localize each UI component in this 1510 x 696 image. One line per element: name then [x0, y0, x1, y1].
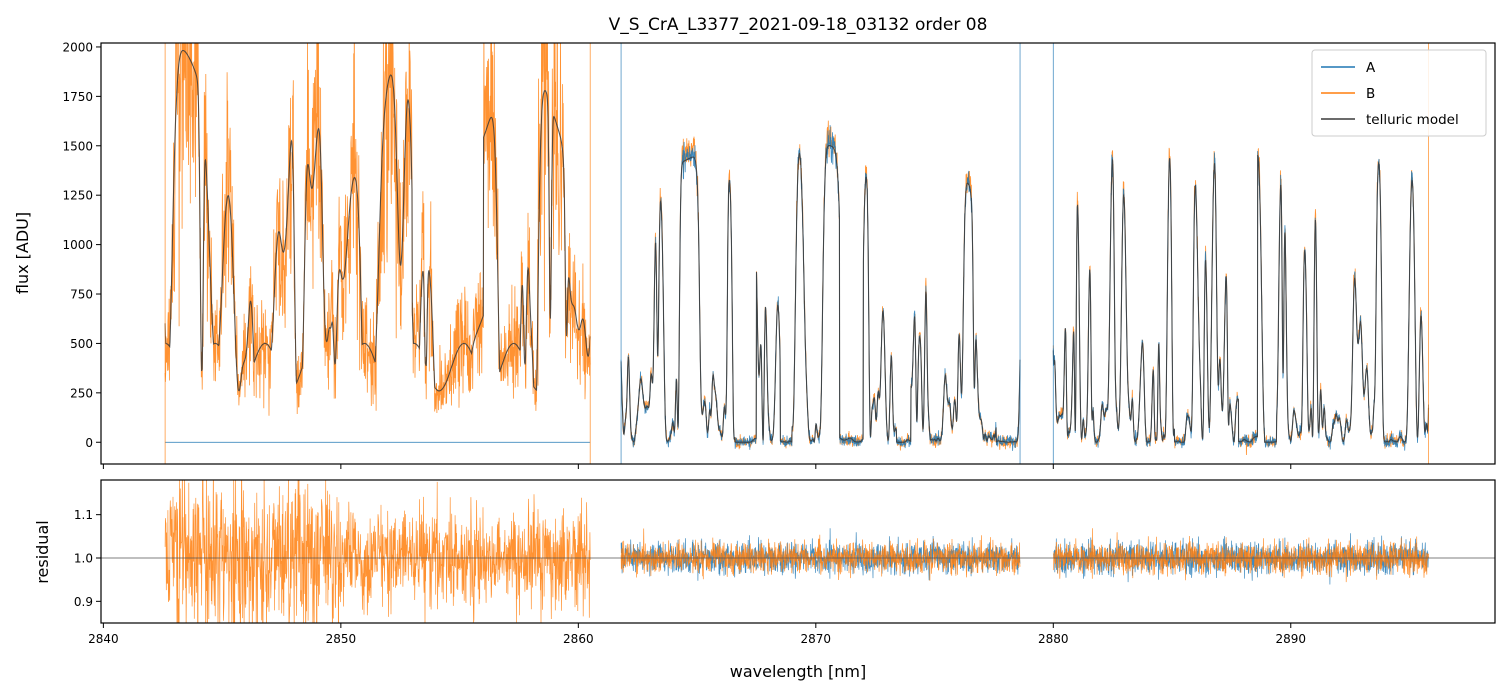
residual-x-tick-label: 2850	[326, 632, 357, 646]
legend-label-telluric-model: telluric model	[1366, 112, 1459, 128]
flux-y-tick-label: 250	[70, 386, 93, 400]
residual-series-group	[101, 480, 1495, 623]
flux-y-label: flux [ADU]	[13, 212, 32, 294]
legend-label-a: A	[1366, 60, 1376, 76]
telluric-model-line	[164, 49, 591, 392]
flux-y-tick-label: 2000	[62, 40, 93, 54]
flux-y-tick-label: 1750	[62, 90, 93, 104]
chart-title: V_S_CrA_L3377_2021-09-18_03132 order 08	[609, 15, 988, 35]
residual-b-line	[1052, 528, 1429, 583]
residual-x-tick-label: 2890	[1275, 632, 1306, 646]
flux-y-tick-label: 1250	[62, 189, 93, 203]
residual-b-line	[620, 528, 1021, 581]
residual-x-tick-label: 2880	[1038, 632, 1069, 646]
flux-y-tick-label: 750	[70, 288, 93, 302]
residual-y-tick-label: 1.0	[74, 552, 93, 566]
residual-x-tick-label: 2840	[88, 632, 119, 646]
residual-y-axis: 0.9 1.0 1.1	[74, 508, 101, 609]
residual-x-tick-label: 2870	[801, 632, 832, 646]
telluric-model-line	[1052, 154, 1430, 443]
residual-y-tick-label: 0.9	[74, 595, 93, 609]
residual-panel: 0.9 1.0 1.1 2840 2850 2860 2870 2880 2890 resid…	[33, 479, 1496, 681]
telluric-model-line	[620, 144, 1021, 443]
residual-y-label: residual	[33, 520, 52, 583]
residual-panel-frame	[100, 479, 1496, 624]
residual-x-tick-label: 2860	[563, 632, 594, 646]
flux-x-axis	[102, 464, 1292, 469]
flux-y-tick-label: 1000	[62, 238, 93, 252]
flux-series-group	[164, 43, 1430, 464]
flux-y-tick-label: 1500	[62, 139, 93, 153]
flux-y-tick-label: 0	[85, 436, 93, 450]
residual-x-axis: 2840 2850 2860 2870 2880 2890	[88, 623, 1306, 646]
residual-y-tick-label: 1.1	[74, 508, 93, 522]
x-axis-label: wavelength [nm]	[730, 662, 867, 681]
legend-box	[1311, 49, 1487, 137]
legend: A B telluric model	[1311, 49, 1487, 137]
flux-panel: 0 250 500 750 1000 1250 1500 1750 2000 flux [ADU…	[13, 40, 1496, 469]
flux-y-axis: 0 250 500 750 1000 1250 1500 1750 2000	[62, 40, 101, 450]
flux-y-tick-label: 500	[70, 337, 93, 351]
legend-label-b: B	[1366, 86, 1375, 102]
flux-panel-frame	[100, 42, 1496, 465]
residual-b-line	[164, 480, 591, 623]
